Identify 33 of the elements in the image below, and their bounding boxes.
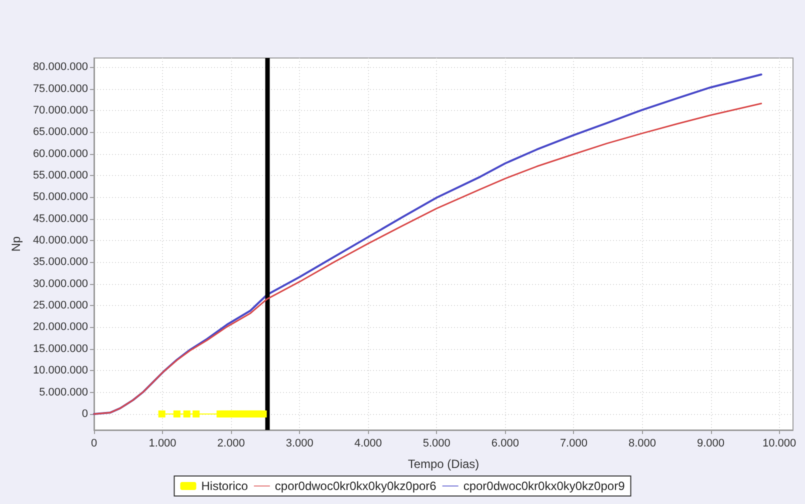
x-tick-label: 6.000 (491, 438, 519, 450)
x-tick-label: 10.000 (762, 438, 796, 450)
y-tick-label: 20.000.000 (32, 321, 88, 334)
y-tick-label: 35.000.000 (32, 256, 88, 268)
x-tick-label: 9.000 (697, 438, 725, 450)
y-tick-label: 60.000.000 (32, 148, 88, 160)
legend-label: Historico (201, 479, 248, 493)
x-axis-title: Tempo (Dias) (408, 457, 480, 471)
y-tick-label: 70.000.000 (32, 104, 88, 116)
y-tick-label: 65.000.000 (32, 126, 88, 138)
legend-label: cpor0dwoc0kr0kx0ky0kz0por6 (274, 479, 437, 493)
y-tick-label: 40.000.000 (32, 234, 88, 247)
y-tick-label: 30.000.000 (32, 278, 88, 290)
y-axis-title: Np (9, 236, 24, 252)
x-tick-label: 1.000 (148, 438, 176, 450)
y-tick-label: 55.000.000 (32, 169, 88, 182)
y-tick-label: 15.000.000 (32, 342, 88, 355)
y-tick-label: 45.000.000 (32, 212, 88, 225)
x-tick-label: 2.000 (217, 438, 245, 450)
legend-label: cpor0dwoc0kr0kx0ky0kz0por9 (463, 479, 626, 493)
y-tick-label: 5.000.000 (39, 386, 88, 398)
x-tick-label: 0 (90, 438, 98, 450)
y-tick-label: 80.000.000 (32, 61, 88, 74)
x-tick-label: 4.000 (354, 438, 382, 450)
y-tick-label: 50.000.000 (32, 191, 88, 204)
y-tick-label: 10.000.000 (32, 364, 88, 377)
x-tick-label: 8.000 (628, 438, 656, 450)
x-tick-label: 3.000 (286, 438, 314, 450)
y-tick-label: 75.000.000 (32, 82, 88, 95)
x-tick-label: 7.000 (560, 438, 588, 450)
y-tick-label: 0 (82, 408, 88, 420)
x-tick-label: 5.000 (422, 438, 450, 450)
y-tick-label: 25.000.000 (32, 300, 88, 312)
